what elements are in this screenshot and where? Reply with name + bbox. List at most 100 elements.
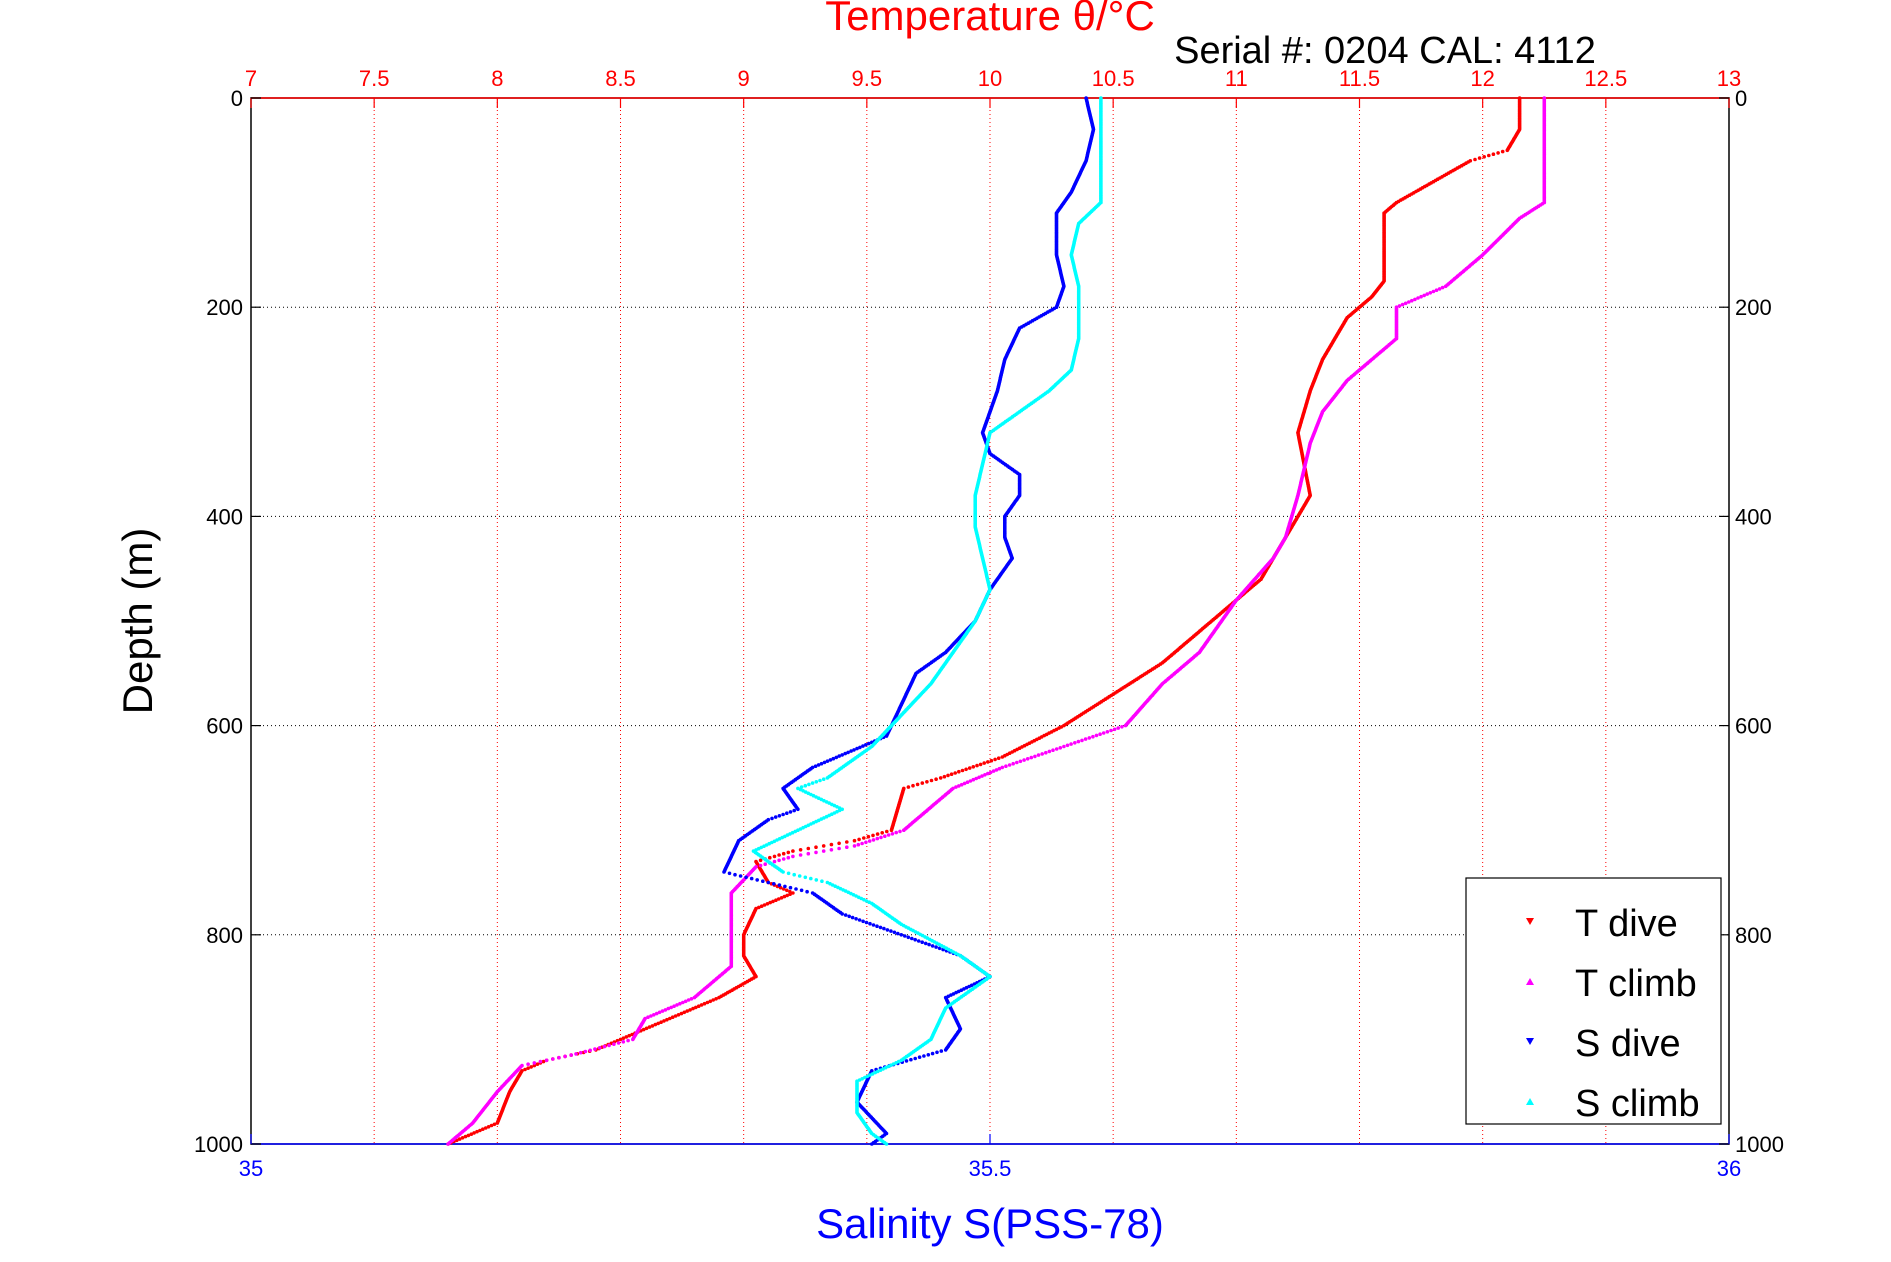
data-point [972, 982, 977, 986]
data-point [810, 781, 815, 785]
data-point [852, 748, 856, 752]
data-point [806, 851, 811, 856]
data-point [866, 834, 871, 839]
data-point [646, 1015, 650, 1019]
data-point [618, 1037, 623, 1042]
data-point [840, 912, 844, 916]
data-point [761, 879, 765, 883]
data-point [463, 1134, 468, 1139]
data-point [621, 1040, 626, 1044]
data-point [682, 1010, 687, 1015]
bottom-tick-label: 36 [1717, 1156, 1741, 1181]
data-point [910, 936, 914, 941]
data-point [541, 1059, 546, 1064]
data-point [837, 846, 841, 851]
data-point [526, 1062, 530, 1066]
data-point [1025, 757, 1030, 761]
data-point [906, 785, 911, 789]
data-point [612, 1042, 616, 1046]
data-point [861, 744, 865, 748]
data-point [722, 870, 726, 874]
right-tick-label: 800 [1735, 923, 1772, 948]
legend-marker [1526, 1038, 1534, 1045]
data-point [1105, 730, 1110, 734]
data-point [818, 778, 822, 783]
series-s-dive [722, 96, 1096, 1146]
data-point [864, 899, 869, 903]
data-point [489, 1123, 494, 1128]
top-tick-label: 8 [491, 66, 503, 91]
data-point [864, 743, 868, 747]
data-point [788, 892, 792, 896]
data-point [1491, 152, 1496, 156]
data-point [783, 884, 787, 889]
data-point [997, 766, 1002, 771]
data-point [1112, 727, 1117, 732]
legend-marker [1526, 1098, 1534, 1105]
data-point [930, 944, 935, 948]
top-tick-label: 12 [1470, 66, 1494, 91]
data-point [938, 776, 943, 780]
serial-cal-label: Serial #: 0204 CAL: 4112 [1174, 30, 1596, 72]
data-point [538, 1059, 543, 1064]
data-point [774, 898, 778, 902]
data-point [781, 857, 786, 861]
data-point [1058, 746, 1063, 750]
top-tick-label: 11.5 [1339, 66, 1380, 91]
data-point [691, 1006, 695, 1011]
data-point [980, 774, 984, 778]
data-point [814, 850, 818, 855]
legend-marker [1526, 918, 1534, 925]
data-point [920, 781, 925, 785]
data-point [937, 946, 942, 951]
data-point [744, 875, 748, 880]
data-point [777, 853, 781, 857]
data-point [967, 766, 972, 770]
legend-label: T climb [1575, 963, 1697, 1005]
data-point [791, 849, 795, 853]
data-point [913, 1056, 917, 1061]
data-point [616, 1041, 621, 1045]
top-tick-label: 9 [738, 66, 750, 91]
data-point [962, 781, 967, 786]
data-point [1083, 737, 1088, 741]
data-point [597, 1046, 602, 1050]
data-point [495, 1121, 500, 1125]
data-point [867, 741, 871, 746]
data-point [889, 828, 894, 832]
data-point [959, 782, 964, 787]
data-point [1065, 743, 1070, 748]
data-point [971, 765, 976, 769]
top-tick-label: 12.5 [1584, 66, 1627, 91]
data-point [486, 1125, 491, 1129]
left-tick-label: 0 [231, 86, 243, 111]
data-point [837, 754, 841, 758]
top-tick-label: 8.5 [605, 66, 636, 91]
data-point [986, 771, 990, 776]
data-point [1080, 738, 1084, 743]
bottom-tick-label: 35 [239, 1156, 263, 1181]
data-point [475, 1129, 479, 1134]
data-point [904, 1059, 909, 1063]
data-point [763, 862, 767, 866]
data-point [1091, 734, 1095, 739]
data-point [762, 844, 766, 848]
data-point [911, 783, 915, 788]
data-point [803, 783, 808, 788]
data-point [1428, 291, 1433, 295]
data-point [807, 782, 811, 787]
data-point [941, 947, 945, 952]
data-point [650, 1024, 655, 1028]
data-point [875, 836, 880, 841]
data-point [786, 850, 791, 855]
data-point [1033, 754, 1037, 759]
data-point [714, 997, 718, 1001]
data-point [1029, 755, 1034, 760]
data-point [978, 762, 983, 767]
data-point [1487, 153, 1491, 158]
data-point [762, 903, 767, 907]
data-point [843, 751, 847, 756]
data-point [860, 841, 864, 846]
data-point [930, 1051, 935, 1056]
data-point [1015, 760, 1019, 765]
